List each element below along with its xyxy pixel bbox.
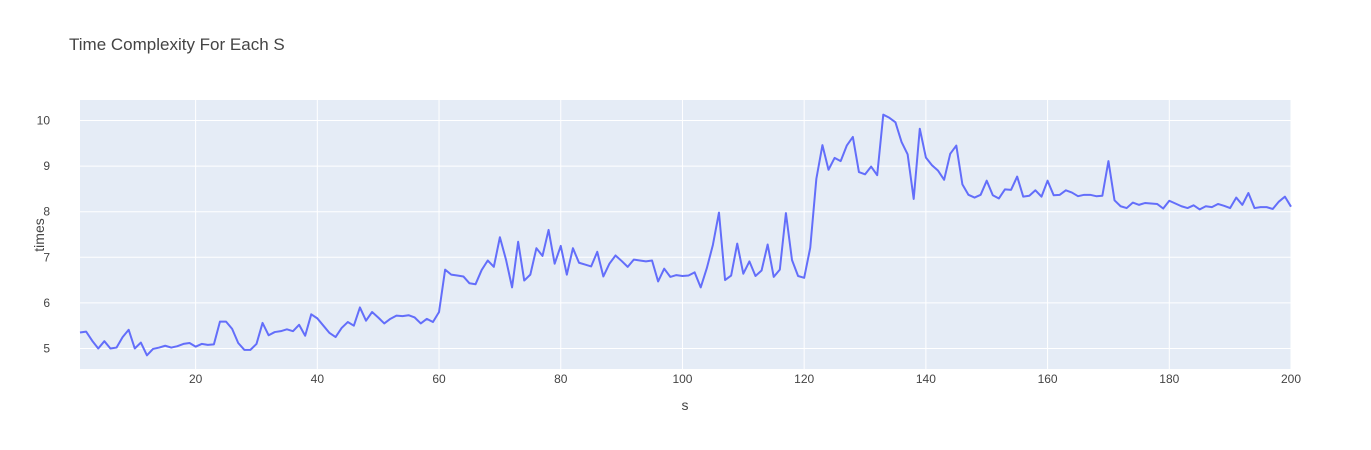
y-axis-title: times (31, 218, 47, 251)
plot-area (80, 100, 1291, 369)
x-tick-label: 80 (554, 372, 568, 386)
x-axis-title: s (682, 397, 689, 413)
x-tick-label: 180 (1159, 372, 1179, 386)
x-tick-label: 140 (916, 372, 936, 386)
x-tick-label: 40 (311, 372, 325, 386)
x-gridlines (195, 100, 1292, 369)
y-gridlines (80, 120, 1291, 349)
y-tick-label: 10 (37, 114, 51, 128)
x-tick-label: 160 (1038, 372, 1058, 386)
data-points (79, 114, 1292, 356)
y-tick-labels: 5 6 7 8 9 10 (37, 114, 51, 356)
x-tick-label: 20 (189, 372, 203, 386)
y-tick-label: 8 (43, 205, 50, 219)
series-line (79, 113, 1292, 357)
y-tick-label: 9 (43, 159, 50, 173)
y-tick-label: 7 (43, 250, 50, 264)
y-tick-label: 5 (43, 341, 50, 355)
y-tick-label: 6 (43, 296, 50, 310)
x-tick-label: 120 (794, 372, 814, 386)
x-tick-label: 200 (1281, 372, 1301, 386)
x-tick-label: 60 (432, 372, 446, 386)
x-tick-labels: 20 40 60 80 100 120 140 160 180 200 (189, 372, 1301, 386)
x-tick-label: 100 (672, 372, 692, 386)
chart-title: Time Complexity For Each S (69, 35, 285, 54)
